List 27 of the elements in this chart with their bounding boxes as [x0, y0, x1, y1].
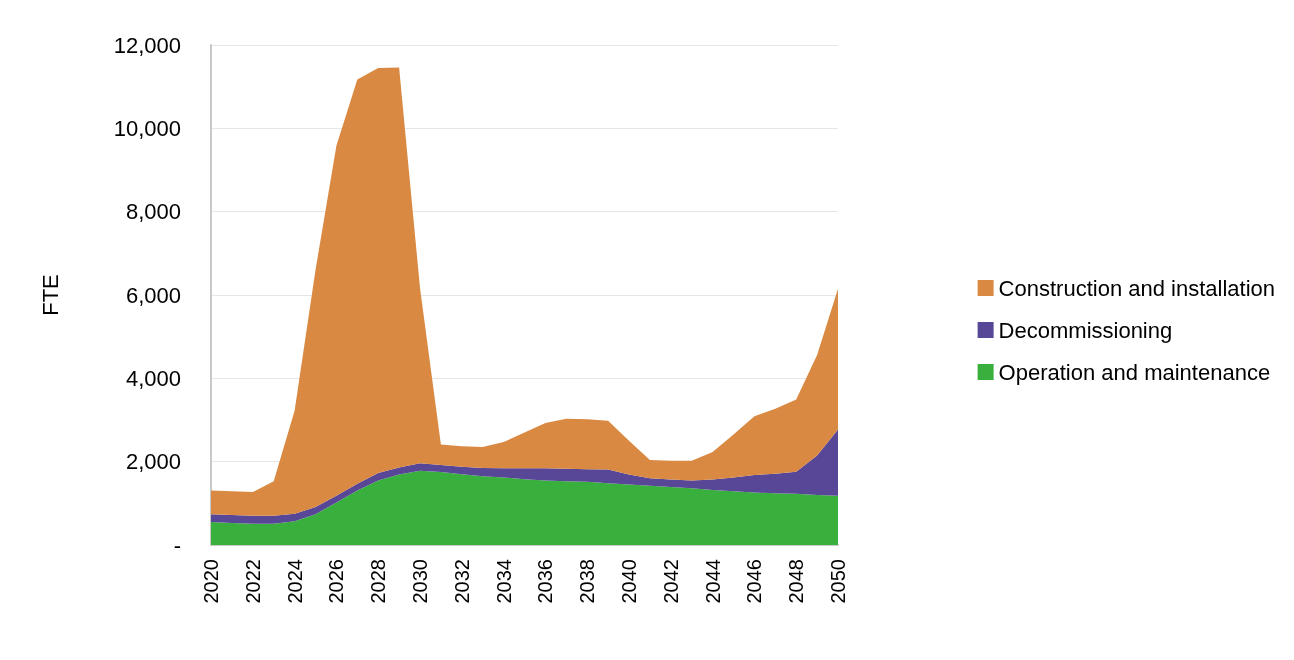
x-tick-label: 2026	[325, 559, 348, 604]
x-tick-label: 2020	[200, 559, 222, 604]
y-axis-title: FTE	[37, 274, 63, 316]
x-tick-label: 2028	[367, 559, 390, 604]
x-tick-label: 2040	[618, 559, 640, 604]
x-tick-label: 2030	[409, 559, 431, 604]
x-tick-label: 2024	[283, 559, 306, 604]
legend-label: Operation and maintenance	[998, 359, 1271, 385]
legend-label: Construction and installation	[998, 275, 1275, 301]
x-tick-label: 2048	[785, 559, 808, 604]
y-tick-label: 6,000	[125, 282, 181, 308]
x-tick-label: 2022	[241, 559, 264, 604]
x-tick-label: 2032	[450, 559, 473, 604]
x-tick-label: 2046	[743, 559, 766, 604]
x-tick-label: 2044	[701, 559, 724, 604]
x-tick-label: 2042	[659, 559, 682, 604]
y-tick-label: 8,000	[125, 199, 181, 225]
x-tick-label: 2034	[492, 559, 515, 604]
y-tick-label: 2,000	[125, 449, 181, 475]
x-tick-label: 2050	[827, 559, 849, 604]
y-tick-label: -	[173, 532, 181, 558]
x-tick-label: 2036	[534, 559, 557, 604]
y-tick-label: 4,000	[125, 365, 181, 391]
x-tick-label: 2038	[576, 559, 599, 604]
legend-label: Decommissioning	[998, 317, 1173, 343]
y-tick-label: 10,000	[113, 115, 181, 141]
y-tick-label: 12,000	[113, 32, 181, 58]
